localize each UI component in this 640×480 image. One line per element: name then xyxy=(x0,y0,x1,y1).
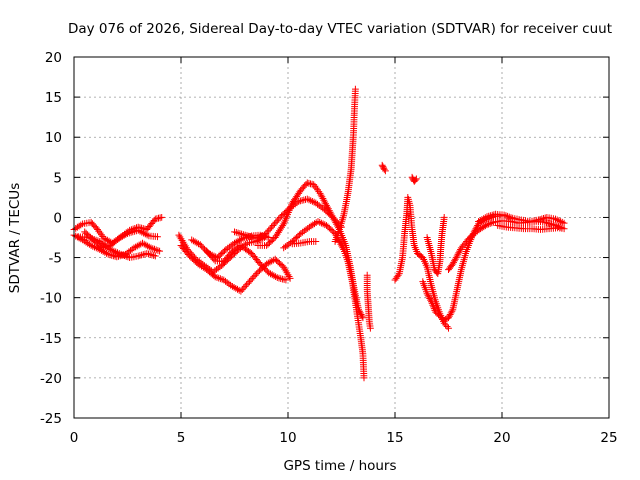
series-trace-h xyxy=(203,242,290,284)
axis-ticks: 0 5 10 15 20 25 20 15 10 5 0 -5 -10 -15 -20 -25 xyxy=(40,50,618,446)
data-marker-path xyxy=(177,242,294,295)
y-tick-label: -15 xyxy=(40,331,62,347)
y-tick-label: -25 xyxy=(40,411,62,427)
x-tick-label: 25 xyxy=(600,430,617,446)
series-trace-v xyxy=(494,222,568,233)
series-trace-p xyxy=(391,194,452,332)
grid-lines xyxy=(74,57,609,418)
data-marker-path xyxy=(203,242,290,284)
y-tick-label: 15 xyxy=(45,90,62,106)
series-trace-l xyxy=(288,238,320,248)
y-tick-label: -20 xyxy=(40,371,62,387)
data-marker-path xyxy=(363,271,374,332)
series-trace-n xyxy=(363,271,374,332)
data-marker-path xyxy=(391,194,452,332)
y-axis-label: SDTVAR / TECUs xyxy=(7,183,23,293)
data-marker-path xyxy=(288,238,320,248)
series-trace-q xyxy=(408,173,420,185)
data-marker-path xyxy=(494,222,568,233)
y-tick-label: 10 xyxy=(45,130,62,146)
y-tick-label: 20 xyxy=(45,50,62,66)
series-trace-r xyxy=(423,214,448,277)
x-axis-label: GPS time / hours xyxy=(283,458,396,474)
data-marker-path xyxy=(81,226,161,252)
plot-frame xyxy=(73,56,610,419)
y-tick-label: -5 xyxy=(49,251,62,267)
series-trace-m xyxy=(331,85,359,245)
data-marker-path xyxy=(378,161,389,175)
data-points xyxy=(70,85,568,382)
x-tick-label: 0 xyxy=(70,430,79,446)
y-tick-label: -10 xyxy=(40,291,62,307)
x-tick-label: 10 xyxy=(279,430,296,446)
x-tick-label: 5 xyxy=(177,430,186,446)
x-tick-label: 20 xyxy=(493,430,510,446)
data-marker-path xyxy=(475,210,568,227)
data-marker-path xyxy=(423,214,448,277)
x-tick-label: 15 xyxy=(386,430,403,446)
series-trace-o xyxy=(378,161,389,175)
data-marker-path xyxy=(331,85,359,245)
series-trace-u xyxy=(475,210,568,227)
y-tick-label: 0 xyxy=(53,210,62,226)
series-trace-d xyxy=(81,226,161,252)
series-trace-f xyxy=(177,242,294,295)
data-marker-path xyxy=(408,173,420,185)
y-tick-label: 5 xyxy=(53,170,62,186)
chart-title: Day 076 of 2026, Sidereal Day-to-day VTE… xyxy=(68,21,612,37)
